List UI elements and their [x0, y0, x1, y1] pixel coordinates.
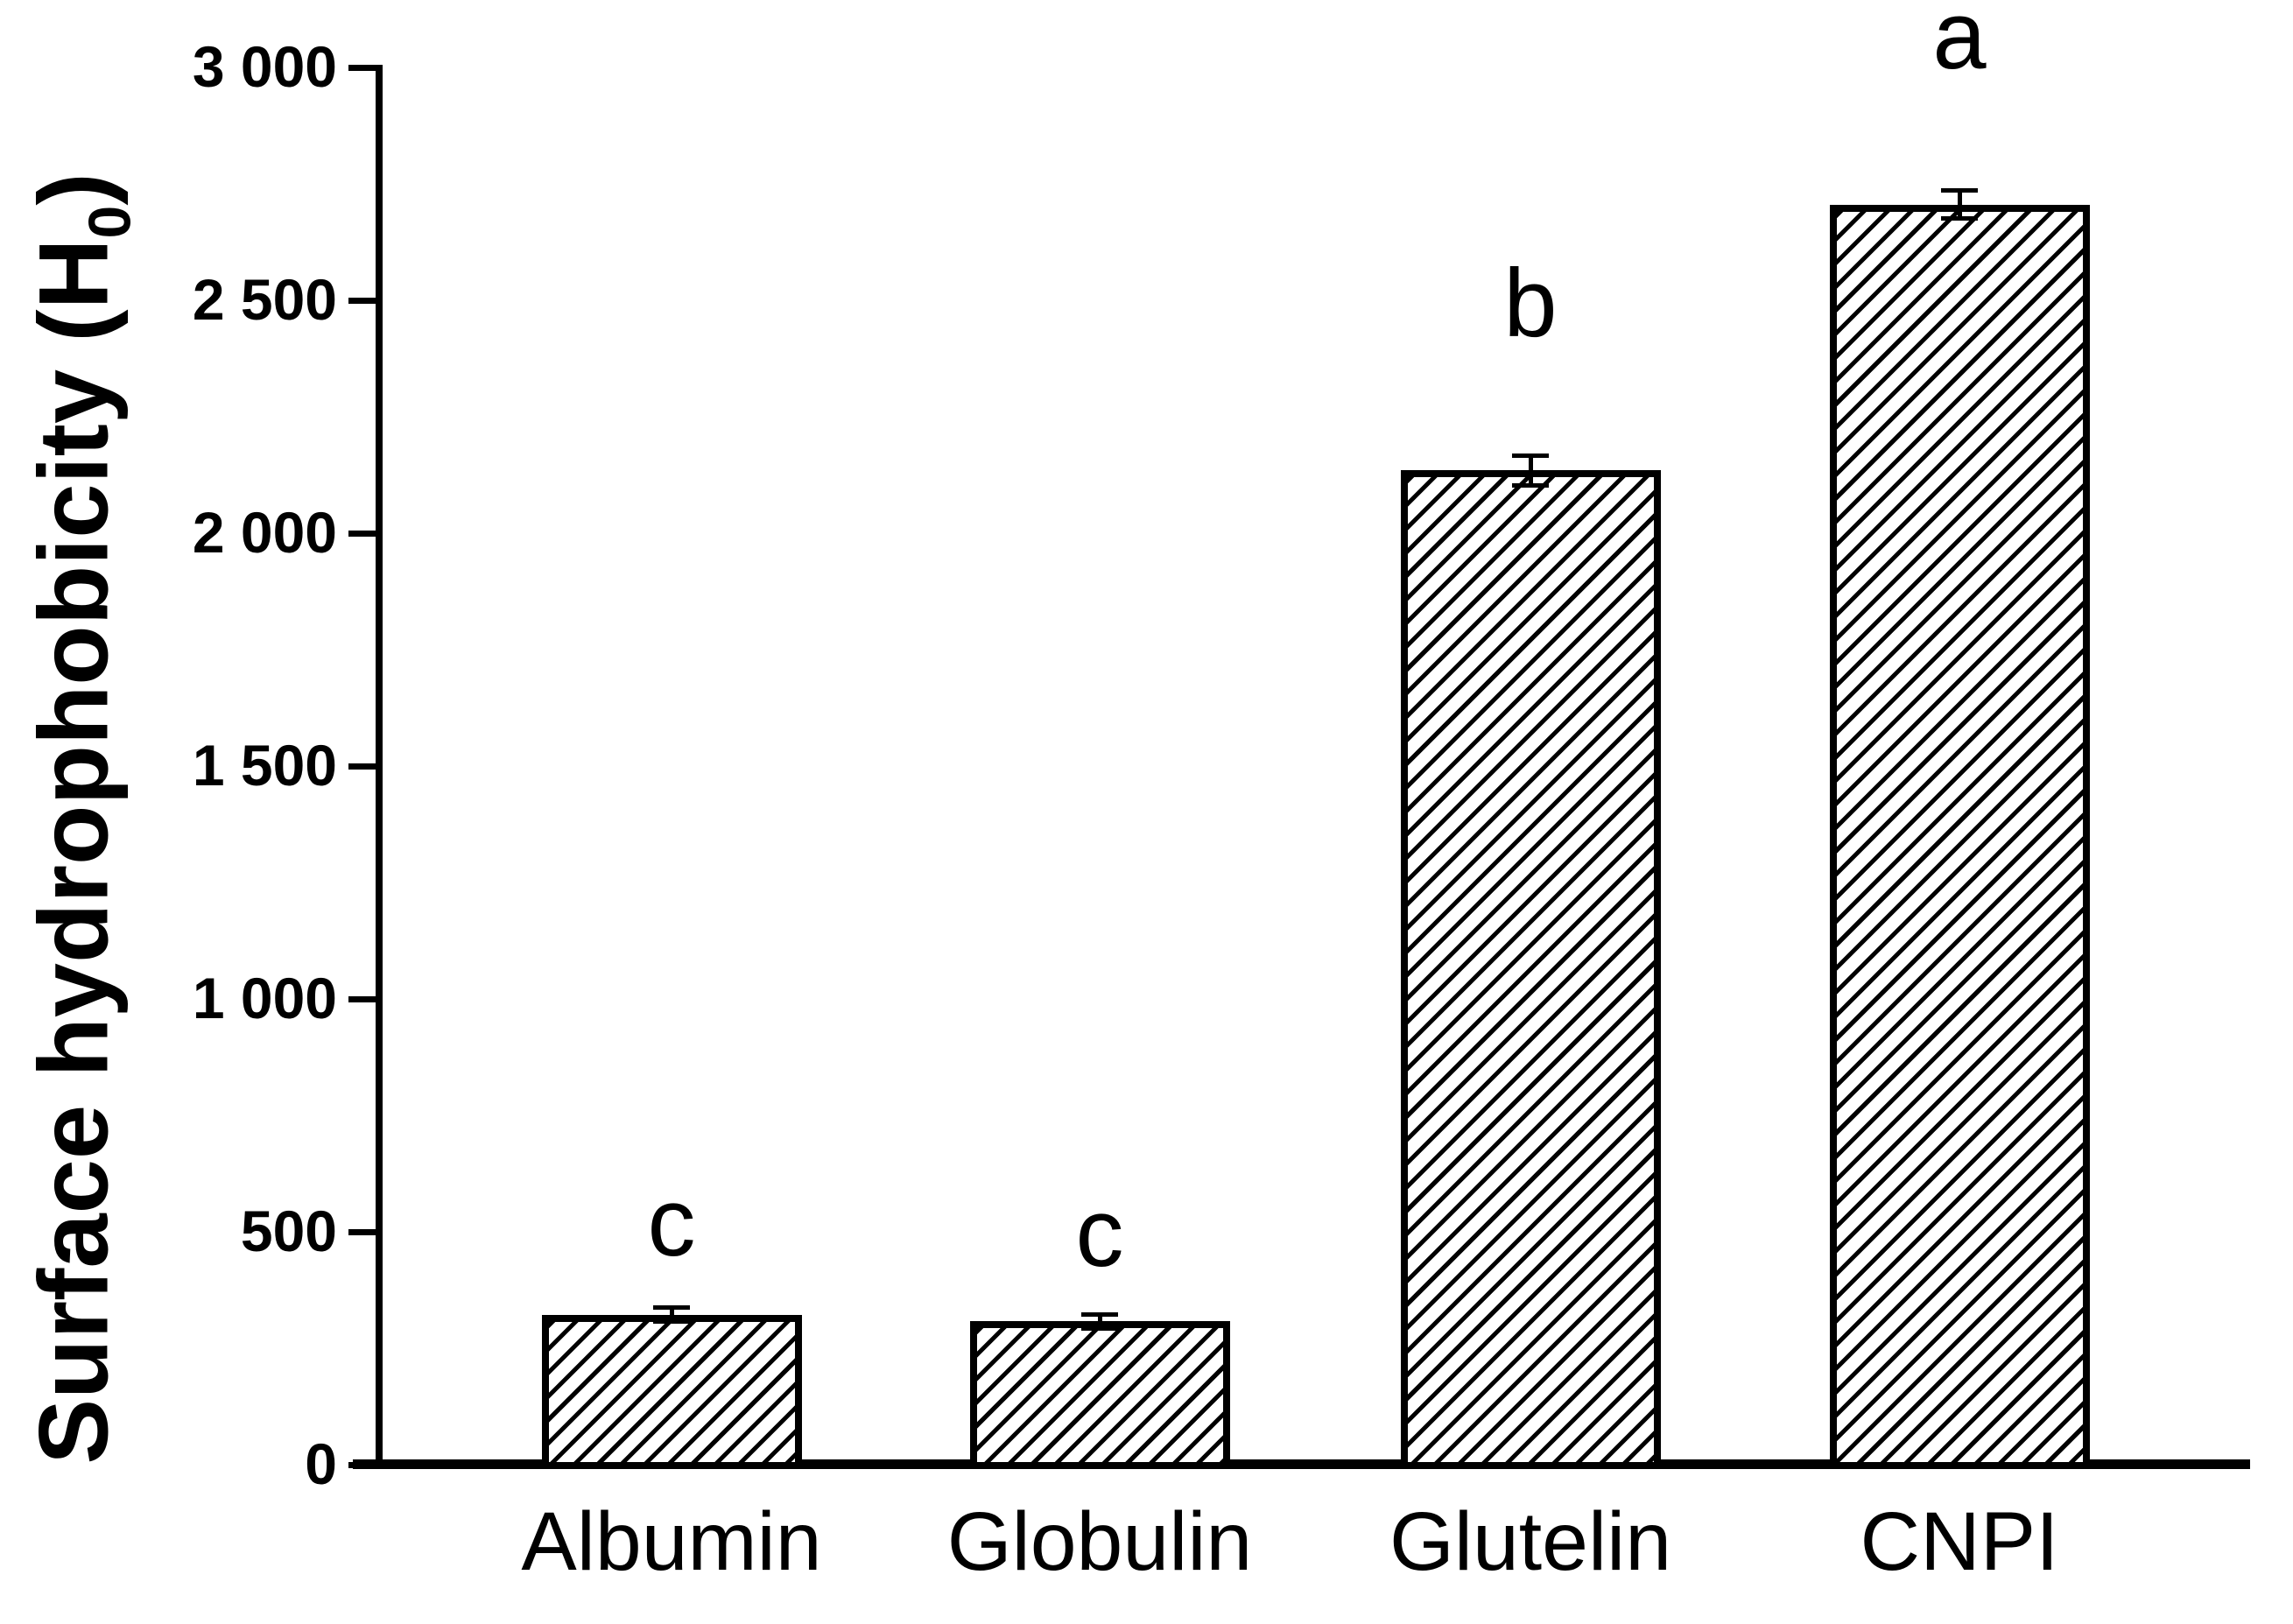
error-bar	[1957, 190, 1962, 219]
y-tick-label: 2 000	[192, 500, 337, 565]
error-bar-cap	[1081, 1311, 1118, 1317]
y-tick-line	[348, 298, 379, 304]
y-tick-line	[348, 996, 379, 1002]
y-axis-line	[376, 65, 383, 1469]
bar-globulin	[969, 1321, 1230, 1469]
error-bar-cap	[1081, 1325, 1118, 1331]
y-tick-label: 2 500	[192, 267, 337, 332]
significance-letter-cnpi: a	[1932, 0, 1987, 89]
y-tick-line	[348, 531, 379, 537]
y-tick-label: 3 000	[192, 34, 337, 99]
error-bar	[1097, 1314, 1102, 1329]
y-tick-line	[348, 763, 379, 770]
error-bar-cap	[1941, 216, 1978, 221]
x-axis-line	[353, 1459, 2250, 1469]
error-bar-cap	[653, 1305, 690, 1311]
category-label-cnpi: CNPI	[1860, 1495, 2059, 1588]
error-bar-cap	[653, 1319, 690, 1325]
y-axis-title-text: Surface hydrophobicity (H	[18, 238, 129, 1465]
y-tick-line	[348, 1229, 379, 1235]
category-label-glutelin: Glutelin	[1389, 1495, 1672, 1588]
error-bar-cap	[1512, 482, 1549, 488]
y-tick-label: 1 000	[192, 966, 337, 1030]
error-bar-cap	[1512, 453, 1549, 458]
significance-letter-glutelin: b	[1503, 250, 1558, 358]
y-tick-label: 1 500	[192, 733, 337, 798]
y-tick-label: 0	[305, 1431, 337, 1496]
significance-letter-globulin: c	[1075, 1179, 1124, 1288]
bar-albumin	[541, 1314, 802, 1469]
y-axis-title-subscript: 0	[76, 205, 144, 239]
bar-cnpi	[1829, 204, 2090, 1469]
y-tick-label: 500	[240, 1199, 337, 1263]
y-tick-line	[348, 1462, 379, 1468]
y-tick-line	[348, 65, 379, 71]
error-bar-cap	[1941, 188, 1978, 193]
bar-glutelin	[1400, 470, 1661, 1469]
error-bar	[669, 1307, 674, 1322]
error-bar	[1528, 455, 1533, 486]
significance-letter-albumin: c	[647, 1168, 696, 1276]
y-axis-title-close: )	[18, 172, 129, 206]
category-label-albumin: Albumin	[521, 1495, 822, 1588]
category-label-globulin: Globulin	[946, 1495, 1253, 1588]
